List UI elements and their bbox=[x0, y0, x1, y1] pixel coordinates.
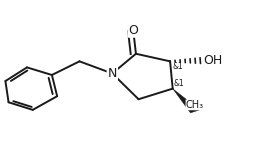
Text: &1: &1 bbox=[173, 62, 183, 71]
Text: &1: &1 bbox=[173, 79, 184, 88]
Text: CH₃: CH₃ bbox=[186, 100, 204, 110]
Text: O: O bbox=[128, 24, 138, 37]
Text: N: N bbox=[108, 67, 117, 80]
Polygon shape bbox=[173, 89, 200, 113]
Text: OH: OH bbox=[204, 54, 223, 67]
